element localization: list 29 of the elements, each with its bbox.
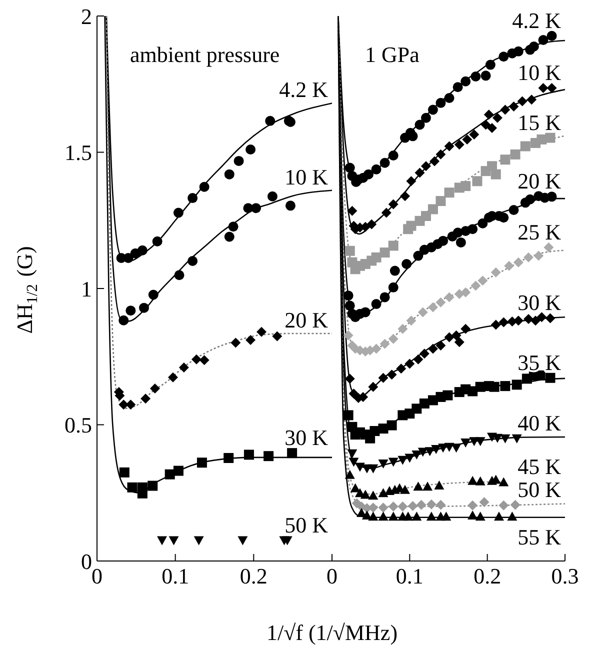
y-tick-label: 0.5	[64, 412, 92, 438]
series-label: 10 K	[518, 59, 562, 84]
x-tick-label: 0.2	[240, 564, 268, 589]
x-tick-label: 0.1	[396, 564, 424, 589]
series-label: 20 K	[518, 168, 562, 194]
x-tick-label: 0.1	[162, 564, 190, 589]
series-label: 30 K	[284, 424, 328, 450]
series-label: 30 K	[518, 290, 562, 315]
x-tick-label: 0	[326, 564, 338, 589]
y-tick-label: 1	[81, 276, 92, 302]
series-label: 35 K	[518, 349, 562, 374]
x-tick-label: 0.3	[551, 564, 579, 589]
series-label: 55 K	[518, 524, 562, 550]
y-tick-label: 2	[81, 4, 92, 29]
series-label: 10 K	[284, 164, 328, 189]
series-label: 4.2 K	[512, 7, 562, 32]
series-label: 4.2 K	[279, 76, 328, 102]
x-tick-label: 0.2	[474, 564, 502, 589]
annotation: ambient pressure	[130, 42, 280, 66]
series-label: 50 K	[284, 512, 328, 537]
series-label: 15 K	[518, 109, 562, 134]
series-label: 50 K	[518, 476, 562, 502]
series-label: 25 K	[518, 218, 562, 244]
series-label: 45 K	[518, 454, 562, 479]
x-axis-title: 1/√f (1/√MHz)	[266, 620, 398, 644]
annotation: 1 GPa	[365, 42, 420, 66]
series-label: 20 K	[284, 306, 328, 332]
series-label: 40 K	[518, 410, 562, 435]
y-tick-label: 1.5	[64, 140, 92, 166]
